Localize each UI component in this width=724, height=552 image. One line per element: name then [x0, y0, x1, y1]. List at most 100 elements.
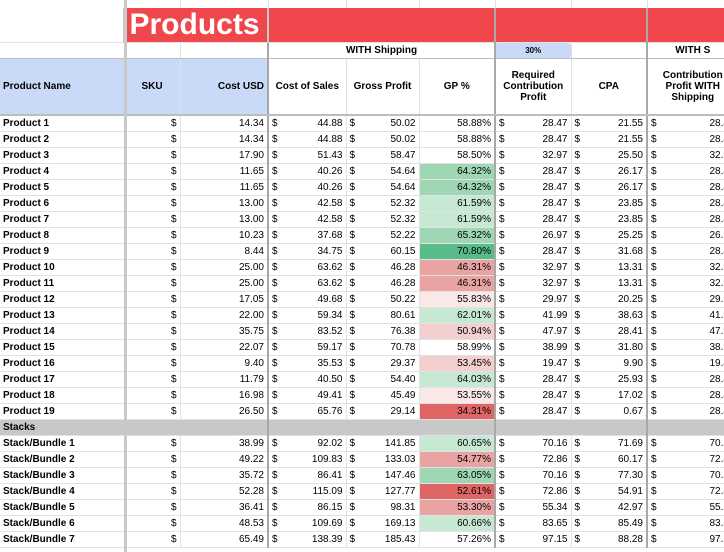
cell-cpa[interactable]: $13.31 [571, 275, 648, 292]
cell-cost-of-sales[interactable]: $40.26 [268, 163, 347, 180]
section-cell[interactable] [571, 419, 648, 436]
cell-gp-pct[interactable]: 58.88% [419, 131, 496, 148]
table-row[interactable]: Product 4 $11.65 $40.26 $54.64 64.32% $28.47 $… [0, 163, 724, 180]
table-row[interactable]: Product 10 $25.00 $63.62 $46.28 46.31% $32.97… [0, 259, 724, 276]
cell-cost-usd[interactable]: 35.72 [180, 467, 269, 484]
cell-product-name[interactable]: Stack/Bundle 2 [0, 451, 125, 468]
cell-blank[interactable] [495, 0, 572, 8]
section-cell[interactable] [268, 419, 347, 436]
cell-gp-pct[interactable]: 70.80% [419, 243, 496, 260]
cell-required-cp[interactable]: $28.47 [495, 163, 572, 180]
cell-gp-pct[interactable]: 60.66% [419, 515, 496, 532]
cell-product-name[interactable]: Stack/Bundle 5 [0, 499, 125, 516]
cell-gp-pct[interactable]: 61.59% [419, 195, 496, 212]
title-band[interactable] [268, 8, 496, 43]
cell-cost-currency[interactable]: $ [124, 499, 181, 516]
cell-cost-usd[interactable]: 38.99 [180, 435, 269, 452]
cell-gp-pct[interactable]: 58.50% [419, 147, 496, 164]
cell-cost-of-sales[interactable]: $35.53 [268, 355, 347, 372]
cell-cost-usd[interactable]: 13.00 [180, 195, 269, 212]
cell-product-name[interactable]: Product 1 [0, 115, 125, 132]
with-s-header[interactable]: WITH S [647, 42, 724, 59]
cell-cp-with-shipping[interactable]: $28.47 [647, 163, 724, 180]
cell-gp-pct[interactable]: 65.32% [419, 227, 496, 244]
table-row[interactable]: Stack/Bundle 6 $48.53 $109.69 $169.13 60.66%… [0, 515, 724, 532]
cell-cpa[interactable]: $71.69 [571, 435, 648, 452]
cell-cost-usd[interactable]: 11.65 [180, 163, 269, 180]
cell-cost-usd[interactable]: 11.79 [180, 371, 269, 388]
table-row[interactable]: Product 18 $16.98 $49.41 $45.49 53.55% $28.47… [0, 387, 724, 404]
table-row[interactable]: Stack/Bundle 3 $35.72 $86.41 $147.46 63.05% $… [0, 467, 724, 484]
header-product-name[interactable]: Product Name [0, 58, 125, 116]
cell-blank[interactable] [0, 8, 125, 43]
cell-gross-profit[interactable]: $29.14 [346, 403, 420, 420]
cell-cpa[interactable]: $17.02 [571, 387, 648, 404]
table-row[interactable]: Product 11 $25.00 $63.62 $46.28 46.31% $32.97… [0, 275, 724, 292]
cell-required-cp[interactable]: $28.47 [495, 371, 572, 388]
cell-cpa[interactable]: $28.41 [571, 323, 648, 340]
cell-gp-pct[interactable]: 58.99% [419, 339, 496, 356]
table-row[interactable]: Product 5 $11.65 $40.26 $54.64 64.32% $28.47 $… [0, 179, 724, 196]
cell-product-name[interactable]: Stack/Bundle 7 [0, 531, 125, 548]
cell-gross-profit[interactable]: $52.32 [346, 211, 420, 228]
cell-cp-with-shipping[interactable]: $28.47 [647, 387, 724, 404]
cell-gross-profit[interactable]: $133.03 [346, 451, 420, 468]
cell-cost-currency[interactable]: $ [124, 243, 181, 260]
cell-cost-usd[interactable]: 14.34 [180, 131, 269, 148]
cell-gp-pct[interactable]: 63.05% [419, 467, 496, 484]
cell-required-cp[interactable]: $70.16 [495, 435, 572, 452]
cell-cp-with-shipping[interactable]: $28.47 [647, 195, 724, 212]
cell-cost-usd[interactable]: 8.44 [180, 243, 269, 260]
cell-gp-pct[interactable]: 52.61% [419, 483, 496, 500]
cell-product-name[interactable]: Stack/Bundle 6 [0, 515, 125, 532]
cell-gp-pct[interactable]: 58.88% [419, 115, 496, 132]
cell-cost-of-sales[interactable]: $44.88 [268, 131, 347, 148]
table-row[interactable]: Stack/Bundle 5 $36.41 $86.15 $98.31 53.30% $5… [0, 499, 724, 516]
cell-required-cp[interactable]: $72.86 [495, 451, 572, 468]
cell-cost-currency[interactable]: $ [124, 323, 181, 340]
cell-cost-of-sales[interactable]: $37.68 [268, 227, 347, 244]
section-label-stacks[interactable]: Stacks [0, 419, 125, 436]
cell-cost-currency[interactable]: $ [124, 307, 181, 324]
cell-cost-of-sales[interactable]: $44.88 [268, 115, 347, 132]
cell-required-cp[interactable]: $97.15 [495, 531, 572, 548]
cell-gross-profit[interactable]: $46.28 [346, 275, 420, 292]
cell-cp-with-shipping[interactable]: $28.47 [647, 371, 724, 388]
cell-cost-usd[interactable]: 22.00 [180, 307, 269, 324]
cell-cost-usd[interactable]: 9.40 [180, 355, 269, 372]
cell-product-name[interactable]: Product 19 [0, 403, 125, 420]
cell-blank[interactable] [124, 0, 181, 8]
table-row[interactable]: Product 14 $35.75 $83.52 $76.38 50.94% $47.97… [0, 323, 724, 340]
cell-cost-of-sales[interactable]: $42.58 [268, 195, 347, 212]
cell-required-cp[interactable]: $32.97 [495, 275, 572, 292]
cell-product-name[interactable]: Product 11 [0, 275, 125, 292]
cell-cost-of-sales[interactable]: $42.58 [268, 211, 347, 228]
cell-cp-with-shipping[interactable]: $28.47 [647, 211, 724, 228]
cell-cp-with-shipping[interactable]: $38.99 [647, 339, 724, 356]
cell-gross-profit[interactable]: $50.22 [346, 291, 420, 308]
cell-gross-profit[interactable]: $169.13 [346, 515, 420, 532]
cell-cost-of-sales[interactable]: $92.02 [268, 435, 347, 452]
cell-cp-with-shipping[interactable]: $55.34 [647, 499, 724, 516]
cell-gross-profit[interactable]: $80.61 [346, 307, 420, 324]
cell-gross-profit[interactable]: $185.43 [346, 531, 420, 548]
cell-gross-profit[interactable]: $141.85 [346, 435, 420, 452]
cell-product-name[interactable]: Product 16 [0, 355, 125, 372]
table-row[interactable]: Product 13 $22.00 $59.34 $80.61 62.01% $41.99… [0, 307, 724, 324]
cell-cost-of-sales[interactable]: $63.62 [268, 259, 347, 276]
cell-gross-profit[interactable]: $76.38 [346, 323, 420, 340]
cell-required-cp[interactable]: $32.97 [495, 147, 572, 164]
cell-cost-of-sales[interactable]: $59.17 [268, 339, 347, 356]
header-required-cp[interactable]: Required Contribution Profit [495, 58, 572, 116]
cell-gp-pct[interactable]: 50.94% [419, 323, 496, 340]
cell-gp-pct[interactable]: 46.31% [419, 259, 496, 276]
cell-cost-currency[interactable]: $ [124, 147, 181, 164]
cell-cp-with-shipping[interactable]: $28.47 [647, 179, 724, 196]
cell-cost-of-sales[interactable]: $40.26 [268, 179, 347, 196]
cell-cp-with-shipping[interactable]: $29.97 [647, 291, 724, 308]
cell-gp-pct[interactable]: 53.30% [419, 499, 496, 516]
sheet-title[interactable]: Products [122, 8, 269, 43]
cell-gp-pct[interactable]: 53.55% [419, 387, 496, 404]
cell-cpa[interactable]: $31.68 [571, 243, 648, 260]
frozen-column-divider[interactable] [124, 0, 127, 552]
